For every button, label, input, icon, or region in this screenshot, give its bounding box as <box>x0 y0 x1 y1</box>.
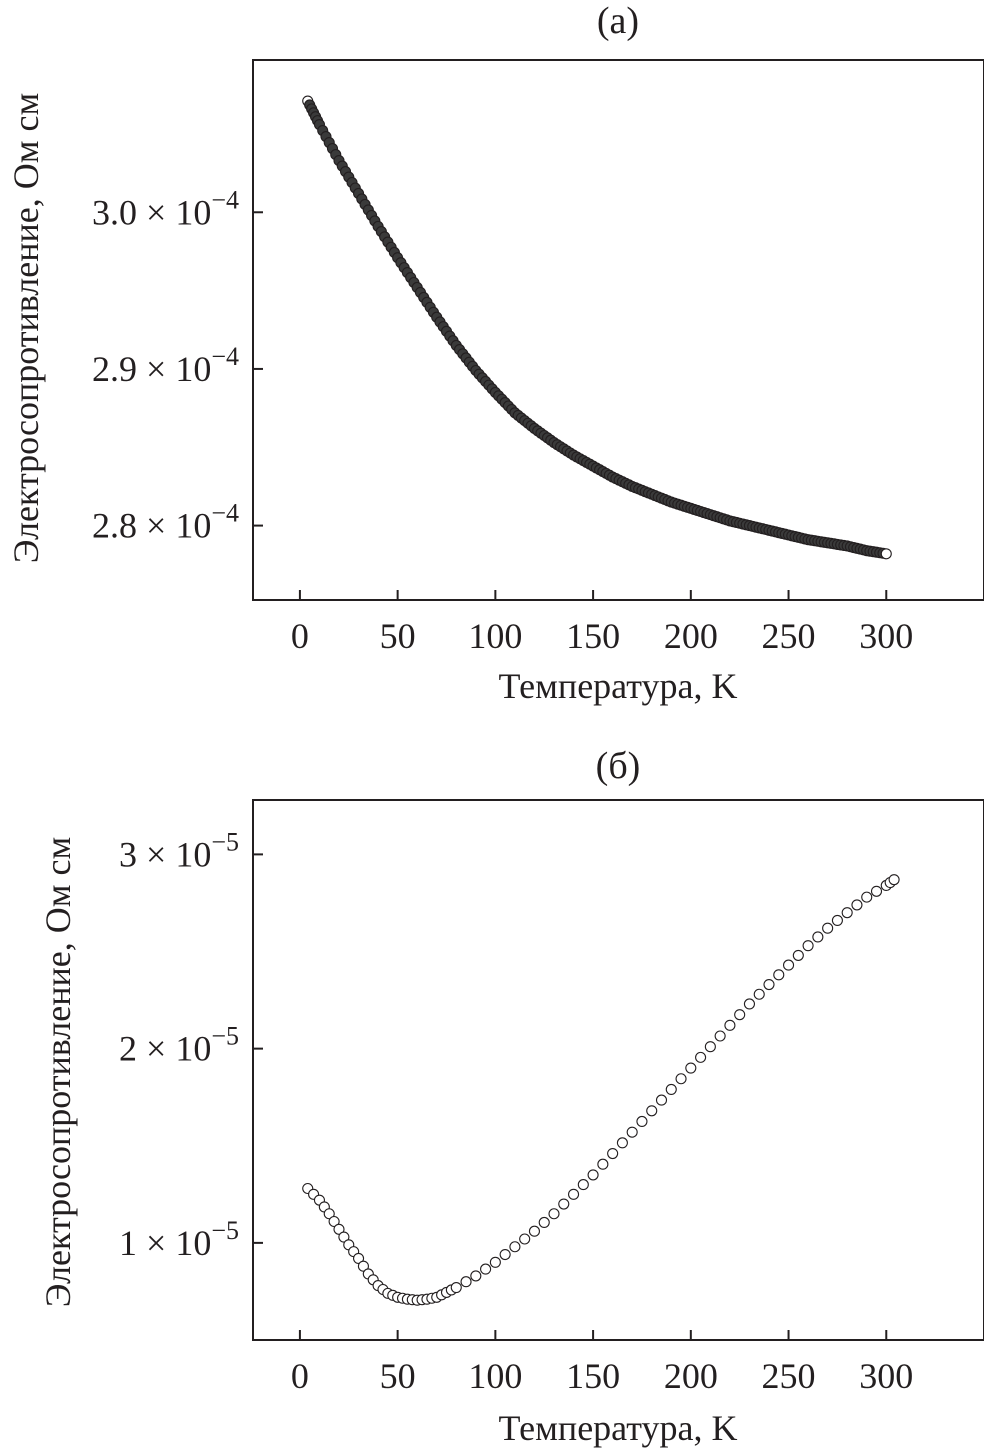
data-point <box>714 1030 726 1042</box>
data-point <box>870 885 883 897</box>
data-point <box>704 1041 716 1053</box>
data-point <box>851 899 863 911</box>
x-tick-label: 200 <box>664 1356 718 1396</box>
data-point <box>587 1169 599 1181</box>
data-point <box>841 907 853 919</box>
data-point <box>509 1241 521 1253</box>
data-series <box>302 874 900 1306</box>
data-point <box>675 1073 687 1085</box>
y-axis-ticks: 2.8 × 10−4 2.9 × 10−4 3.0 × 10−4 <box>92 185 263 546</box>
data-point <box>773 969 785 981</box>
x-axis-label: Температура, K <box>499 666 738 706</box>
x-tick-label: 250 <box>762 1356 816 1396</box>
y-tick-label: 2.9 × 10−4 <box>92 342 239 389</box>
plot-frame <box>252 59 984 601</box>
data-point <box>880 548 892 560</box>
x-tick-label: 150 <box>566 616 620 656</box>
data-point <box>607 1147 619 1160</box>
x-tick-label: 0 <box>291 1356 309 1396</box>
data-point <box>724 1019 736 1031</box>
data-point <box>357 1260 369 1272</box>
data-point <box>665 1083 677 1095</box>
x-axis-ticks: 0 50 100 150 200 250 300 <box>291 590 913 656</box>
data-point <box>655 1094 668 1106</box>
x-tick-label: 150 <box>566 1356 620 1396</box>
data-point <box>577 1179 589 1191</box>
x-tick-label: 50 <box>380 616 416 656</box>
data-point <box>460 1276 472 1288</box>
data-point <box>734 1009 746 1021</box>
chart-panel-b: (б) 0 50 100 150 200 250 300 1 × 10−5 2 × 10−5 3… <box>38 745 984 1448</box>
data-point <box>888 874 900 886</box>
data-point <box>616 1137 628 1149</box>
x-tick-label: 100 <box>468 616 522 656</box>
data-point <box>470 1270 482 1282</box>
data-point <box>812 931 824 943</box>
data-point <box>328 1215 340 1228</box>
x-tick-label: 50 <box>380 1356 416 1396</box>
data-series <box>302 95 892 560</box>
y-axis-ticks: 1 × 10−5 2 × 10−5 3 × 10−5 <box>119 827 263 1263</box>
y-tick-label: 2 × 10−5 <box>119 1022 239 1069</box>
data-point <box>695 1051 707 1063</box>
x-tick-label: 0 <box>291 616 309 656</box>
data-point <box>558 1198 570 1210</box>
data-point <box>626 1126 638 1138</box>
x-axis-ticks: 0 50 100 150 200 250 300 <box>291 1330 913 1396</box>
data-point <box>822 922 834 934</box>
y-tick-label: 3.0 × 10−4 <box>92 185 239 232</box>
panel-label: (а) <box>597 0 639 42</box>
data-point <box>636 1115 648 1128</box>
x-tick-label: 200 <box>664 616 718 656</box>
y-tick-label: 2.8 × 10−4 <box>92 499 239 546</box>
panel-label: (б) <box>596 745 641 787</box>
data-point <box>597 1158 609 1170</box>
data-point <box>352 1252 365 1264</box>
data-point <box>782 959 795 971</box>
data-point <box>743 998 756 1010</box>
data-point <box>528 1225 541 1237</box>
x-axis-label: Температура, K <box>499 1408 738 1448</box>
data-point <box>333 1223 345 1235</box>
data-point <box>338 1231 350 1243</box>
y-tick-label: 3 × 10−5 <box>119 827 239 874</box>
data-point <box>861 891 873 903</box>
data-point <box>753 988 765 1000</box>
data-point <box>548 1208 560 1220</box>
y-axis-label: Электросопротивление, Ом см <box>6 93 46 564</box>
data-point <box>450 1282 462 1294</box>
y-tick-label: 1 × 10−5 <box>119 1216 239 1263</box>
x-tick-label: 100 <box>468 1356 522 1396</box>
data-point <box>499 1248 511 1261</box>
x-tick-label: 300 <box>859 1356 913 1396</box>
plot-frame <box>252 799 984 1341</box>
data-point <box>685 1062 697 1074</box>
data-point <box>489 1256 501 1268</box>
y-axis-label: Электросопротивление, Ом см <box>38 837 78 1308</box>
x-tick-label: 250 <box>762 616 816 656</box>
data-point <box>763 978 775 991</box>
data-point <box>519 1233 531 1245</box>
data-point <box>567 1188 580 1200</box>
data-point <box>323 1208 335 1220</box>
data-point <box>831 914 843 926</box>
data-point <box>792 949 804 961</box>
data-point <box>802 940 814 952</box>
x-tick-label: 300 <box>859 616 913 656</box>
chart-panel-a: (а) 0 50 100 150 200 250 300 2.8 × 10−4 2.9 × 1… <box>6 0 984 706</box>
data-point <box>480 1263 492 1275</box>
data-point <box>646 1105 658 1117</box>
data-point <box>538 1216 550 1229</box>
